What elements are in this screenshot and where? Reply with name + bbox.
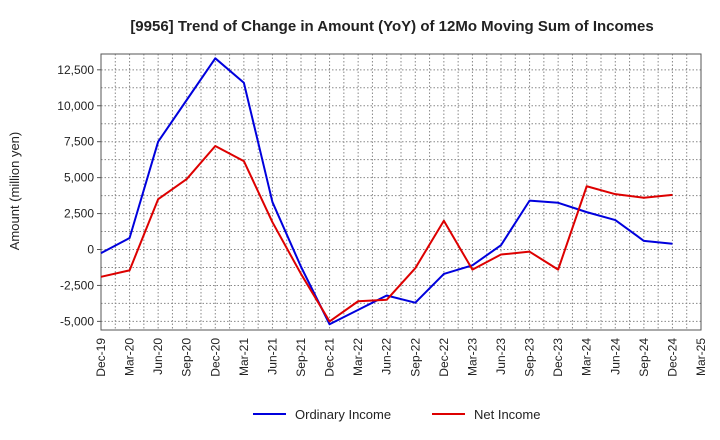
x-tick-label: Mar-23 bbox=[465, 338, 479, 376]
x-tick-label: Dec-20 bbox=[208, 338, 222, 377]
y-axis-label: Amount (million yen) bbox=[7, 132, 22, 251]
x-tick-label: Mar-21 bbox=[237, 338, 251, 376]
y-tick-label: 5,000 bbox=[64, 171, 94, 185]
plot-area bbox=[100, 53, 702, 331]
y-tick-label: -2,500 bbox=[60, 278, 94, 292]
x-tick-label: Mar-25 bbox=[694, 338, 708, 376]
x-tick-label: Dec-22 bbox=[437, 338, 451, 377]
x-tick-label: Mar-20 bbox=[123, 338, 137, 376]
x-tick-label: Mar-22 bbox=[351, 338, 365, 376]
legend-item-ordinary-income: Ordinary Income bbox=[253, 407, 391, 422]
x-tick-label: Sep-23 bbox=[523, 338, 537, 377]
grid bbox=[101, 54, 701, 330]
x-tick-label: Jun-24 bbox=[608, 338, 622, 375]
y-tick-label: 10,000 bbox=[57, 99, 94, 113]
y-axis-ticks: -5,000 -2,500 0 2,500 5,000 7,500 10,000 12,500 bbox=[57, 63, 101, 328]
y-tick-label: -5,000 bbox=[60, 314, 94, 328]
x-tick-label: Sep-22 bbox=[408, 338, 422, 377]
legend: Ordinary Income Net Income bbox=[253, 407, 540, 422]
x-axis-ticks: Dec-19 Mar-20 Jun-20 Sep-20 Dec-20 Mar-21 Jun-… bbox=[94, 338, 708, 377]
series-lines bbox=[100, 57, 673, 326]
legend-item-net-income: Net Income bbox=[432, 407, 540, 422]
x-tick-label: Sep-20 bbox=[180, 338, 194, 377]
y-tick-label: 2,500 bbox=[64, 207, 94, 221]
x-tick-label: Jun-21 bbox=[265, 338, 279, 375]
chart-title: [9956] Trend of Change in Amount (YoY) o… bbox=[130, 18, 653, 35]
series-line-net-income bbox=[100, 145, 673, 323]
y-tick-label: 12,500 bbox=[57, 63, 94, 77]
x-tick-label: Jun-22 bbox=[380, 338, 394, 375]
y-tick-label: 0 bbox=[87, 243, 94, 257]
x-tick-label: Jun-23 bbox=[494, 338, 508, 375]
x-tick-label: Sep-21 bbox=[294, 338, 308, 377]
y-tick-label: 7,500 bbox=[64, 135, 94, 149]
x-tick-label: Mar-24 bbox=[580, 338, 594, 376]
x-tick-label: Dec-24 bbox=[665, 338, 679, 377]
x-tick-label: Dec-21 bbox=[323, 338, 337, 377]
x-tick-label: Jun-20 bbox=[151, 338, 165, 375]
legend-label: Net Income bbox=[474, 407, 540, 422]
series-line-ordinary-income bbox=[100, 57, 673, 326]
x-tick-label: Dec-23 bbox=[551, 338, 565, 377]
x-tick-label: Sep-24 bbox=[637, 338, 651, 377]
x-tick-label: Dec-19 bbox=[94, 338, 108, 377]
legend-label: Ordinary Income bbox=[295, 407, 391, 422]
